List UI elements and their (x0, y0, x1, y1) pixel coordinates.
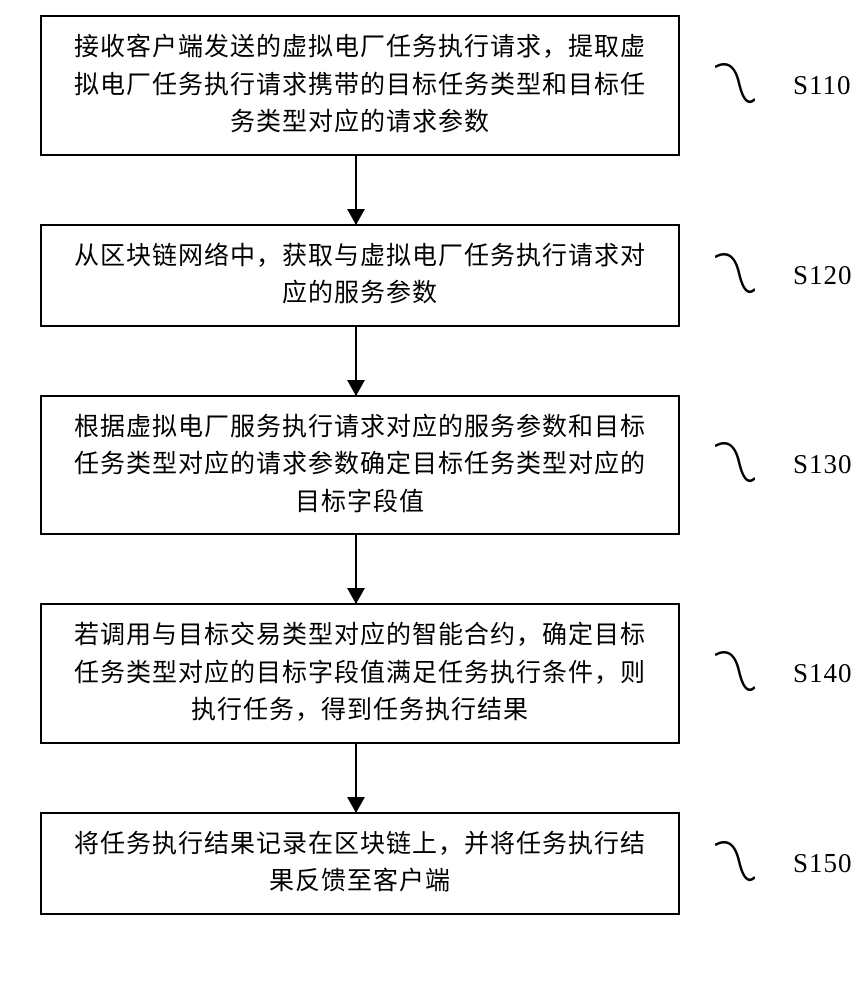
curve-icon (715, 247, 755, 299)
step-text: 将任务执行结果记录在区块链上，并将任务执行结果反馈至客户端 (74, 831, 646, 896)
step-label-s150: S150 (793, 848, 853, 879)
arrow-container-3 (0, 535, 862, 603)
arrow-container-2 (0, 327, 862, 395)
step-box-s120: 从区块链网络中，获取与虚拟电厂任务执行请求对应的服务参数 (40, 224, 680, 327)
connector-s120 (715, 247, 755, 304)
step-label-s140: S140 (793, 658, 853, 689)
step-row-4: 若调用与目标交易类型对应的智能合约，确定目标任务类型对应的目标字段值满足任务执行… (0, 603, 862, 744)
step-text: 从区块链网络中，获取与虚拟电厂任务执行请求对应的服务参数 (74, 243, 646, 308)
step-row-1: 接收客户端发送的虚拟电厂任务执行请求，提取虚拟电厂任务执行请求携带的目标任务类型… (0, 15, 862, 156)
flowchart-container: 接收客户端发送的虚拟电厂任务执行请求，提取虚拟电厂任务执行请求携带的目标任务类型… (0, 0, 862, 915)
step-label-s130: S130 (793, 449, 853, 480)
curve-icon (715, 436, 755, 488)
step-text: 根据虚拟电厂服务执行请求对应的服务参数和目标任务类型对应的请求参数确定目标任务类… (74, 414, 646, 516)
step-box-s150: 将任务执行结果记录在区块链上，并将任务执行结果反馈至客户端 (40, 812, 680, 915)
connector-s150 (715, 835, 755, 892)
curve-icon (715, 57, 755, 109)
step-text: 若调用与目标交易类型对应的智能合约，确定目标任务类型对应的目标字段值满足任务执行… (74, 622, 646, 724)
connector-s140 (715, 645, 755, 702)
step-box-s110: 接收客户端发送的虚拟电厂任务执行请求，提取虚拟电厂任务执行请求携带的目标任务类型… (40, 15, 680, 156)
curve-icon (715, 645, 755, 697)
connector-s130 (715, 436, 755, 493)
arrow-icon (355, 535, 357, 603)
arrow-icon (355, 156, 357, 224)
step-label-s120: S120 (793, 260, 853, 291)
arrow-container-1 (0, 156, 862, 224)
step-row-2: 从区块链网络中，获取与虚拟电厂任务执行请求对应的服务参数 S120 (0, 224, 862, 327)
curve-icon (715, 835, 755, 887)
connector-s110 (715, 57, 755, 114)
step-box-s140: 若调用与目标交易类型对应的智能合约，确定目标任务类型对应的目标字段值满足任务执行… (40, 603, 680, 744)
arrow-container-4 (0, 744, 862, 812)
arrow-icon (355, 327, 357, 395)
step-label-s110: S110 (793, 70, 852, 101)
step-box-s130: 根据虚拟电厂服务执行请求对应的服务参数和目标任务类型对应的请求参数确定目标任务类… (40, 395, 680, 536)
step-row-5: 将任务执行结果记录在区块链上，并将任务执行结果反馈至客户端 S150 (0, 812, 862, 915)
arrow-icon (355, 744, 357, 812)
step-row-3: 根据虚拟电厂服务执行请求对应的服务参数和目标任务类型对应的请求参数确定目标任务类… (0, 395, 862, 536)
step-text: 接收客户端发送的虚拟电厂任务执行请求，提取虚拟电厂任务执行请求携带的目标任务类型… (74, 34, 646, 136)
